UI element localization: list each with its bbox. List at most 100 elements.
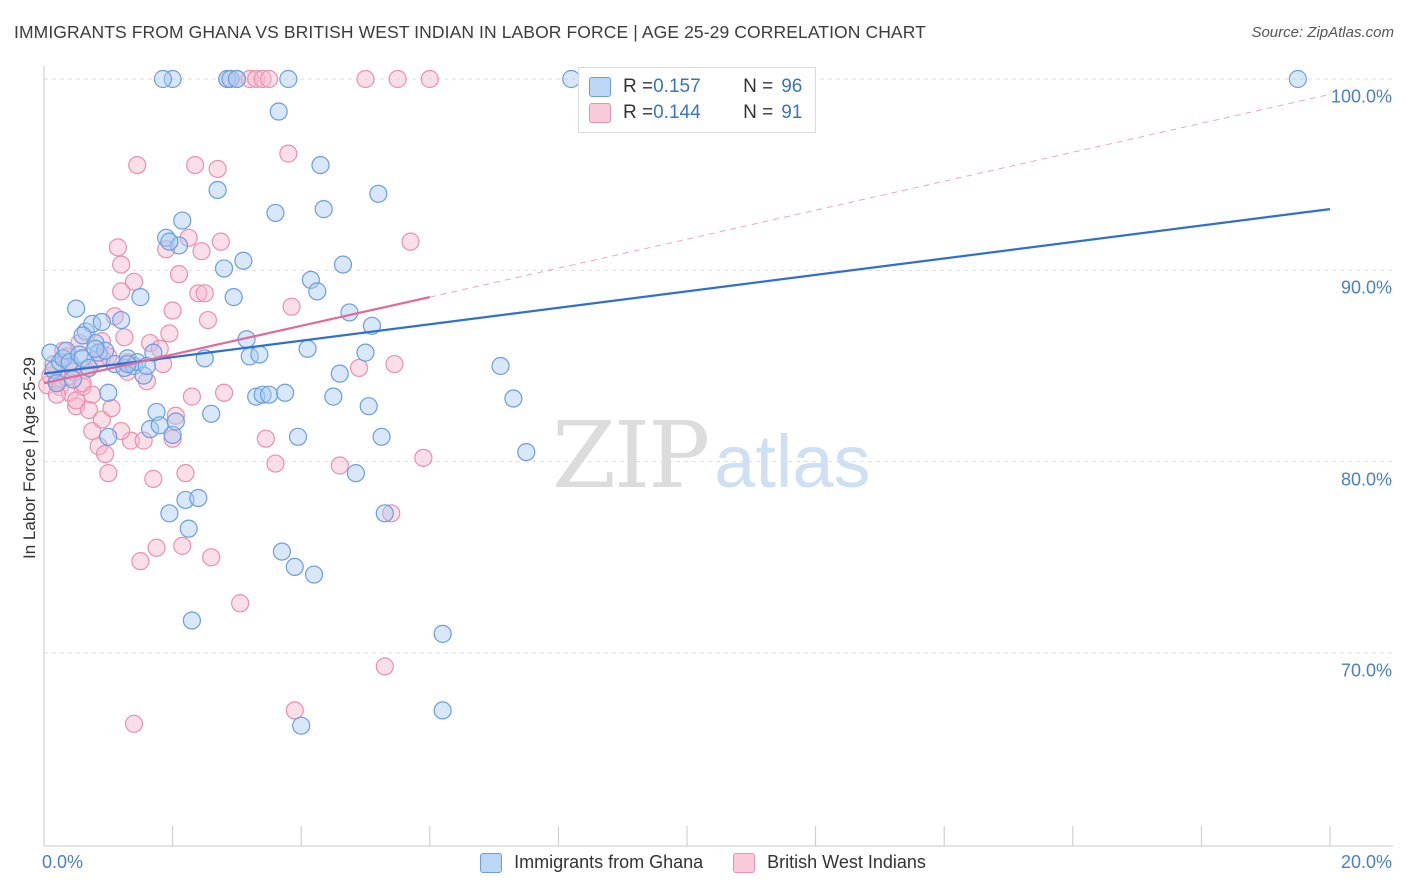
legend-label-bwi: British West Indians [767, 852, 926, 872]
bwi-point [388, 69, 407, 89]
ghana-point [147, 402, 166, 422]
ghana-point [253, 385, 272, 404]
ghana-point [173, 211, 192, 230]
ghana-point [311, 156, 330, 175]
bwi-point [279, 144, 298, 163]
bwi-point [83, 385, 102, 404]
x-tick-label-max: 20.0% [1340, 852, 1392, 872]
ghana-point [298, 339, 317, 358]
ghana-point [285, 557, 304, 577]
legend-label-ghana: Immigrants from Ghana [514, 852, 704, 872]
bwi-point [256, 429, 275, 448]
ghana-point [169, 236, 189, 255]
y-tick-label: 90.0% [1340, 277, 1392, 298]
y-tick-label: 100.0% [1330, 86, 1392, 107]
bwi-point [112, 255, 131, 274]
ghana-point [166, 412, 185, 431]
bwi-swatch [733, 852, 756, 873]
ghana-point [214, 259, 234, 278]
bwi-point [420, 69, 439, 89]
ghana-point [63, 370, 83, 389]
ghana-point [314, 200, 333, 219]
bwi-trend-line [43, 296, 431, 385]
legend-item-ghana: Immigrants from Ghana [480, 852, 703, 873]
ghana-point [272, 542, 292, 561]
ghana-point [189, 488, 208, 508]
bwi-point [266, 454, 285, 473]
bwi-point [211, 232, 230, 251]
bwi-swatch [589, 103, 611, 123]
bwi-point [144, 469, 163, 488]
ghana-point [182, 611, 201, 630]
ghana-swatch [480, 852, 503, 873]
bwi-point [253, 69, 272, 89]
ghana-point [308, 282, 327, 301]
ghana-point [47, 374, 66, 393]
ghana-point [112, 310, 131, 330]
bwi-point [414, 448, 433, 467]
ghana-point [134, 366, 153, 385]
x-tick-label-min: 0.0% [42, 852, 84, 872]
bwi-point [67, 391, 86, 410]
n-label: N = [743, 76, 774, 97]
bwi-point [99, 464, 118, 483]
ghana-point [99, 383, 118, 402]
r-label: R = [623, 76, 654, 97]
bwi-point [198, 310, 218, 330]
ghana-point [73, 349, 92, 368]
bwi-point [231, 594, 250, 613]
legend-row-bwi: R = 0.144 N = 91 [589, 101, 802, 125]
ghana-point [163, 425, 182, 444]
bwi-point [121, 431, 140, 450]
bwi-point [140, 333, 160, 353]
bwi-point [160, 324, 179, 343]
ghana-point [99, 427, 118, 446]
ghana-point [330, 364, 349, 383]
bwi-point [186, 156, 205, 175]
ghana-point [160, 504, 179, 523]
r-value: 0.144 [653, 102, 701, 123]
bwi-point [112, 282, 131, 301]
n-label: N = [743, 102, 774, 123]
bwi-point [137, 372, 156, 391]
legend-item-bwi: British West Indians [733, 852, 926, 873]
bwi-point [147, 538, 166, 557]
ghana-point [372, 427, 391, 446]
bwi-point [382, 504, 401, 523]
chart-title: IMMIGRANTS FROM GHANA VS BRITISH WEST IN… [14, 22, 926, 42]
ghana-point [86, 339, 105, 358]
ghana-point [340, 303, 359, 322]
bwi-point [179, 228, 198, 247]
bwi-point [282, 297, 301, 316]
ghana-point [221, 69, 240, 89]
ghana-point [269, 102, 288, 121]
ghana-point [131, 288, 150, 307]
bwi-point [349, 358, 369, 378]
bwi-point [79, 400, 99, 420]
ghana-point [73, 326, 92, 345]
ghana-point [160, 232, 179, 251]
bwi-point [202, 548, 221, 567]
bwi-point [356, 69, 375, 89]
bwi-point [385, 354, 404, 374]
bwi-point [134, 431, 153, 450]
bwi-point [169, 265, 189, 284]
series-legend: Immigrants from Ghana British West India… [0, 852, 1406, 873]
ghana-point [324, 387, 343, 406]
ghana-point [356, 343, 375, 362]
ghana-point [227, 69, 246, 89]
ghana-point [1288, 69, 1307, 89]
ghana-point [369, 184, 388, 203]
ghana-point [67, 299, 86, 318]
bwi-point [192, 242, 211, 261]
ghana-trend-line [43, 208, 1331, 375]
bwi-point [330, 456, 349, 475]
ghana-point [224, 288, 243, 307]
ghana-point [259, 385, 279, 404]
bwi-point [189, 284, 208, 303]
ghana-point [304, 565, 324, 584]
bwi-point [163, 429, 182, 448]
ghana-point [140, 420, 160, 439]
bwi-point [163, 301, 182, 320]
ghana-point [163, 69, 182, 89]
